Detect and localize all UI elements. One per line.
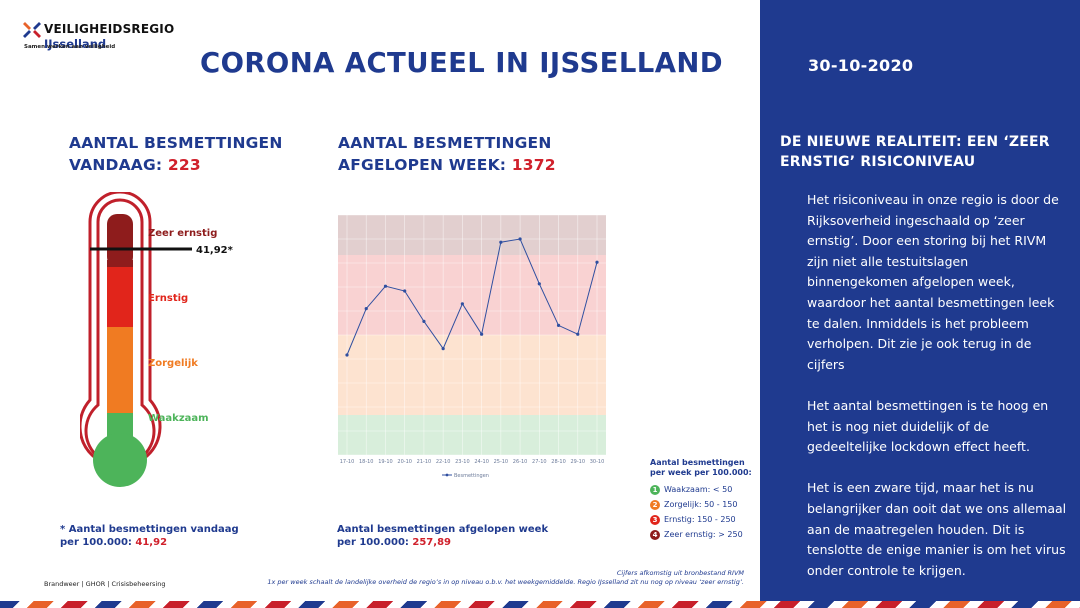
today-per-100k: * Aantal besmettingen vandaag per 100.00… [60, 523, 280, 549]
sidebar-paragraph: Het risiconiveau in onze regio is door d… [807, 192, 1059, 372]
level-label-waakzaam: Waakzaam [148, 413, 209, 424]
chart-data-point [480, 332, 484, 336]
chart-risk-band [338, 215, 606, 255]
chart-data-point [537, 282, 541, 286]
chart-data-point [499, 240, 503, 244]
today-count: 223 [167, 156, 201, 174]
source-note: Cijfers afkomstig uit bronbestand RIVM 1… [267, 569, 744, 587]
chart-x-tick-label: 21-10 [417, 459, 432, 465]
chart-x-tick-label: 27-10 [532, 459, 547, 465]
chart-data-point [460, 302, 464, 306]
legend-number-badge: 1 [650, 484, 660, 495]
logo-cross-icon [23, 22, 41, 38]
week-per-100k-value: 257,89 [412, 537, 451, 548]
date: 30-10-2020 [808, 56, 914, 75]
current-level-label: 41,92* [196, 245, 234, 256]
today-heading-line1: AANTAL BESMETTINGEN [69, 134, 283, 152]
chart-x-tick-label: 29-10 [571, 459, 586, 465]
legend-number-badge: 4 [650, 529, 660, 540]
today-per-100k-value: 41,92 [135, 537, 168, 548]
chart-x-tick-label: 28-10 [551, 459, 566, 465]
chart-data-point [576, 332, 580, 336]
chart-legend-marker [445, 473, 449, 477]
today-per-100k-line1: * Aantal besmettingen vandaag [60, 524, 239, 535]
chart-data-point [441, 347, 445, 351]
chart-x-tick-label: 26-10 [513, 459, 528, 465]
level-label-zeer-ernstig: Zeer ernstig [148, 228, 217, 239]
logo-name: VEILIGHEIDSREGIO [44, 22, 175, 36]
source-line2: 1x per week schaalt de landelijke overhe… [267, 578, 744, 586]
chart-x-tick-label: 25-10 [494, 459, 509, 465]
legend-item-label: Ernstig: 150 - 250 [664, 515, 736, 524]
legend-item-label: Zorgelijk: 50 - 150 [664, 500, 738, 509]
source-line1: Cijfers afkomstig uit bronbestand RIVM [616, 569, 744, 577]
today-per-100k-line2: per 100.000: [60, 537, 136, 548]
sidebar-heading: DE NIEUWE REALITEIT: EEN ‘ZEER ERNSTIG’ … [780, 134, 1050, 170]
chart-x-tick-label: 20-10 [397, 459, 412, 465]
chart-x-tick-label: 30-10 [590, 459, 605, 465]
risk-level-legend: Aantal besmettingen per week per 100.000… [650, 458, 760, 542]
chart-x-tick-label: 23-10 [455, 459, 470, 465]
org-footer: Brandweer | GHOR | Crisisbeheersing [44, 580, 166, 588]
week-per-100k-line1: Aantal besmettingen afgelopen week [337, 524, 549, 535]
legend-item: 3 Ernstig: 150 - 250 [650, 512, 760, 527]
week-per-100k-line2: per 100.000: [337, 537, 413, 548]
level-zorgelijk-bar [107, 327, 133, 413]
legend-item-label: Waakzaam: < 50 [664, 485, 733, 494]
legend-number-badge: 2 [650, 499, 660, 510]
chart-data-point [403, 289, 407, 293]
chart-data-point [518, 237, 522, 241]
chart-x-tick-label: 22-10 [436, 459, 451, 465]
chart-risk-band [338, 415, 606, 455]
sidebar: 30-10-2020 DE NIEUWE REALITEIT: EEN ‘ZEE… [760, 0, 1080, 601]
today-heading: AANTAL BESMETTINGEN VANDAAG: 223 [69, 132, 309, 176]
week-heading: AANTAL BESMETTINGEN AFGELOPEN WEEK: 1372 [338, 132, 618, 176]
week-count: 1372 [511, 156, 556, 174]
level-label-zorgelijk: Zorgelijk [148, 358, 198, 369]
legend-item: 4 Zeer ernstig: > 250 [650, 527, 760, 542]
legend-item: 2 Zorgelijk: 50 - 150 [650, 497, 760, 512]
chart-risk-band [338, 255, 606, 335]
chart-risk-band [338, 335, 606, 415]
chart-legend-label: Besmettingen [454, 473, 489, 479]
chart-data-point [383, 284, 388, 288]
chart-data-point [345, 353, 349, 357]
level-ernstig-bar [107, 267, 133, 327]
chart-x-tick-label: 19-10 [378, 459, 393, 465]
legend-number-badge: 3 [650, 514, 660, 525]
page-title: CORONA ACTUEEL IN IJSSELLAND [200, 47, 724, 79]
legend-item-label: Zeer ernstig: > 250 [664, 530, 743, 539]
chart-x-tick-label: 17-10 [340, 459, 355, 465]
legend-item: 1 Waakzaam: < 50 [650, 482, 760, 497]
sidebar-body: Het risiconiveau in onze regio is door d… [807, 190, 1067, 602]
logo-region: IJsselland [44, 37, 107, 51]
level-zeer-ernstig-bar [107, 214, 133, 267]
decorative-stripe [0, 601, 1080, 608]
week-per-100k: Aantal besmettingen afgelopen week per 1… [337, 523, 577, 549]
chart-data-point [556, 323, 561, 327]
thermometer-bulb [93, 433, 147, 487]
logo-tagline: Samen werken aan veiligheid [24, 44, 116, 50]
chart-x-tick-label: 24-10 [474, 459, 489, 465]
week-heading-line1: AANTAL BESMETTINGEN [338, 134, 552, 152]
today-heading-line2: VANDAAG: [69, 156, 168, 174]
risk-thermometer: 41,92* Zeer ernstig Ernstig Zorgelijk Wa… [80, 192, 234, 487]
sidebar-paragraph: Het aantal besmettingen is te hoog en he… [807, 397, 1049, 455]
week-heading-line2: AFGELOPEN WEEK: [338, 156, 512, 174]
chart-series-line [346, 238, 598, 356]
sidebar-paragraph: Het is een zware tijd, maar het is nu be… [807, 480, 1067, 578]
level-label-ernstig: Ernstig [148, 293, 188, 304]
chart-x-tick-label: 18-10 [359, 459, 374, 465]
chart-data-point [422, 319, 426, 323]
chart-data-point [364, 307, 368, 311]
weekly-infections-chart: 17-10 18-10 19-10 20-10 21-10 22-10 23-10 24-10… [338, 214, 606, 479]
chart-data-point [595, 260, 599, 264]
legend-title: Aantal besmettingen per week per 100.000… [650, 458, 752, 477]
